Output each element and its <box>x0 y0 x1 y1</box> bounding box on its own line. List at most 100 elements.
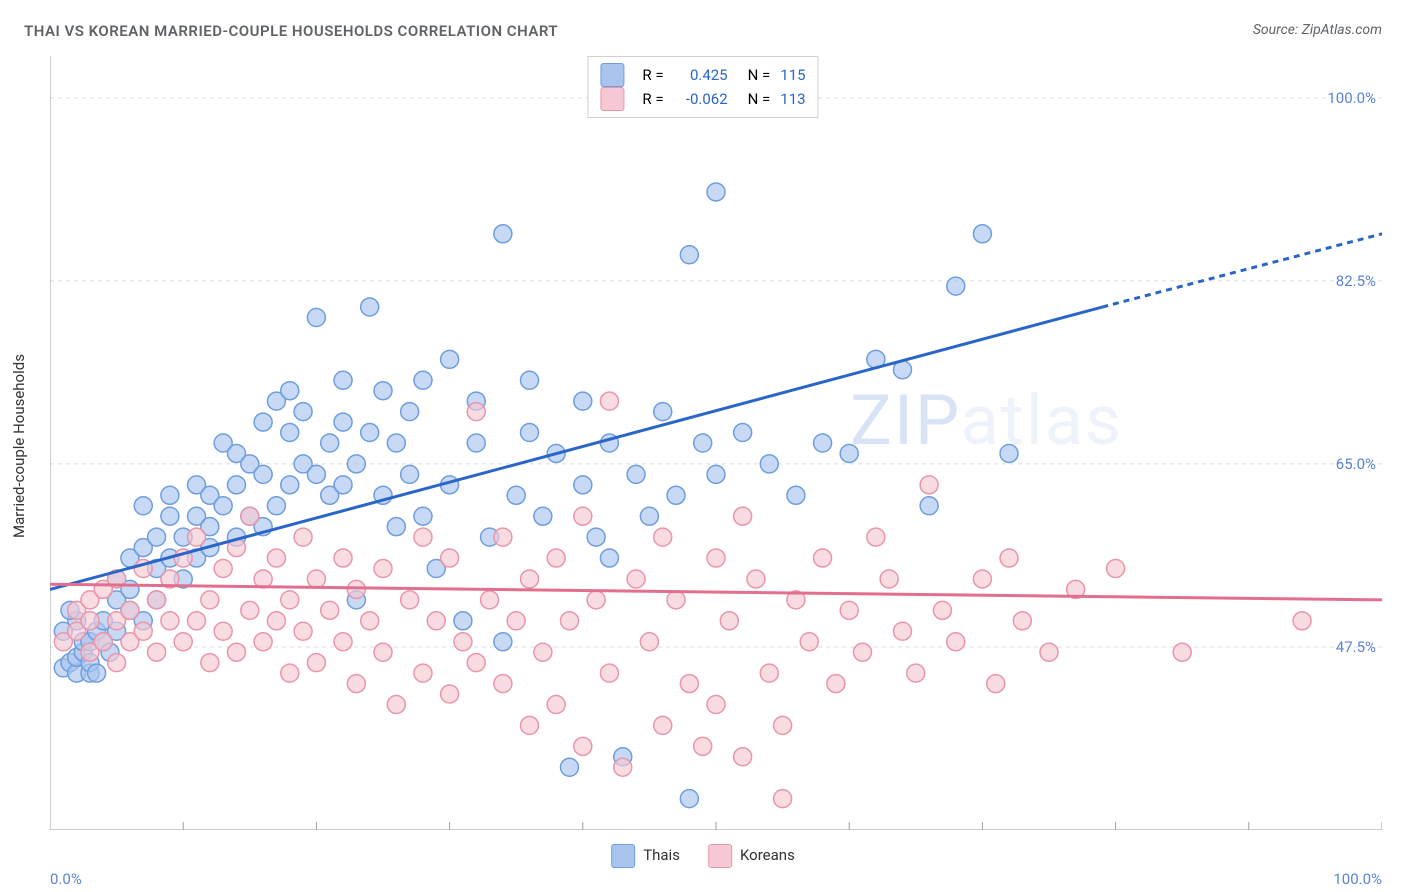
data-point <box>987 675 1005 693</box>
data-point <box>840 444 858 462</box>
data-point <box>321 434 339 452</box>
data-point <box>307 654 325 672</box>
data-point <box>840 601 858 619</box>
data-point <box>414 371 432 389</box>
data-point <box>81 612 99 630</box>
data-point <box>374 560 392 578</box>
data-point <box>654 716 672 734</box>
data-point <box>800 633 818 651</box>
data-point <box>148 591 166 609</box>
data-point <box>973 570 991 588</box>
data-point <box>627 465 645 483</box>
data-point <box>814 434 832 452</box>
data-point <box>307 308 325 326</box>
data-point <box>267 497 285 515</box>
data-point <box>587 528 605 546</box>
data-point <box>734 507 752 525</box>
data-point <box>347 675 365 693</box>
correlation-legend: R =0.425N =115R =-0.062N =113 <box>587 56 818 118</box>
legend-swatch <box>708 844 732 868</box>
legend-swatch <box>611 844 635 868</box>
data-point <box>560 758 578 776</box>
data-point <box>760 664 778 682</box>
data-point <box>294 622 312 640</box>
data-point <box>521 716 539 734</box>
data-point <box>720 612 738 630</box>
data-point <box>134 622 152 640</box>
data-point <box>880 570 898 588</box>
data-point <box>241 601 259 619</box>
data-point <box>387 695 405 713</box>
data-point <box>521 570 539 588</box>
series-legend: ThaisKoreans <box>611 844 795 868</box>
data-point <box>600 549 618 567</box>
data-point <box>307 570 325 588</box>
legend-row: R =-0.062N =113 <box>600 87 805 111</box>
data-point <box>241 507 259 525</box>
data-point <box>401 465 419 483</box>
data-point <box>534 643 552 661</box>
data-point <box>1040 643 1058 661</box>
data-point <box>467 403 485 421</box>
data-point <box>148 643 166 661</box>
data-point <box>414 528 432 546</box>
data-point <box>1107 560 1125 578</box>
data-point <box>214 622 232 640</box>
data-point <box>574 392 592 410</box>
y-tick-label: 82.5% <box>1336 272 1376 290</box>
data-point <box>361 298 379 316</box>
legend-n-value: 113 <box>780 87 805 111</box>
data-point <box>294 403 312 421</box>
data-point <box>94 633 112 651</box>
data-point <box>680 790 698 808</box>
data-point <box>734 424 752 442</box>
data-point <box>494 675 512 693</box>
data-point <box>1173 643 1191 661</box>
data-point <box>267 612 285 630</box>
data-point <box>161 507 179 525</box>
y-tick-label: 100.0% <box>1327 89 1376 107</box>
data-point <box>654 528 672 546</box>
data-point <box>1000 549 1018 567</box>
y-tick-label: 47.5% <box>1336 638 1376 656</box>
data-point <box>401 403 419 421</box>
legend-n-value: 115 <box>780 63 805 87</box>
data-point <box>707 183 725 201</box>
data-point <box>760 455 778 473</box>
data-point <box>294 528 312 546</box>
trend-line <box>50 307 1102 589</box>
data-point <box>334 549 352 567</box>
data-point <box>521 371 539 389</box>
data-point <box>1013 612 1031 630</box>
data-point <box>933 601 951 619</box>
trend-line <box>50 584 1382 600</box>
data-point <box>121 601 139 619</box>
data-point <box>347 580 365 598</box>
data-point <box>414 664 432 682</box>
data-point <box>774 790 792 808</box>
data-point <box>467 654 485 672</box>
data-point <box>134 497 152 515</box>
chart-title: THAI VS KOREAN MARRIED-COUPLE HOUSEHOLDS… <box>24 22 558 40</box>
data-point <box>667 591 685 609</box>
data-point <box>494 633 512 651</box>
data-point <box>441 350 459 368</box>
data-point <box>507 612 525 630</box>
data-point <box>441 549 459 567</box>
data-point <box>254 413 272 431</box>
data-point <box>188 528 206 546</box>
source-attribution: Source: ZipAtlas.com <box>1253 22 1382 38</box>
data-point <box>707 549 725 567</box>
data-point <box>507 486 525 504</box>
data-point <box>827 675 845 693</box>
data-point <box>334 371 352 389</box>
data-point <box>361 424 379 442</box>
data-point <box>694 434 712 452</box>
data-point <box>574 476 592 494</box>
data-point <box>680 246 698 264</box>
data-point <box>321 601 339 619</box>
data-point <box>614 758 632 776</box>
data-point <box>907 664 925 682</box>
data-point <box>307 465 325 483</box>
data-point <box>161 612 179 630</box>
